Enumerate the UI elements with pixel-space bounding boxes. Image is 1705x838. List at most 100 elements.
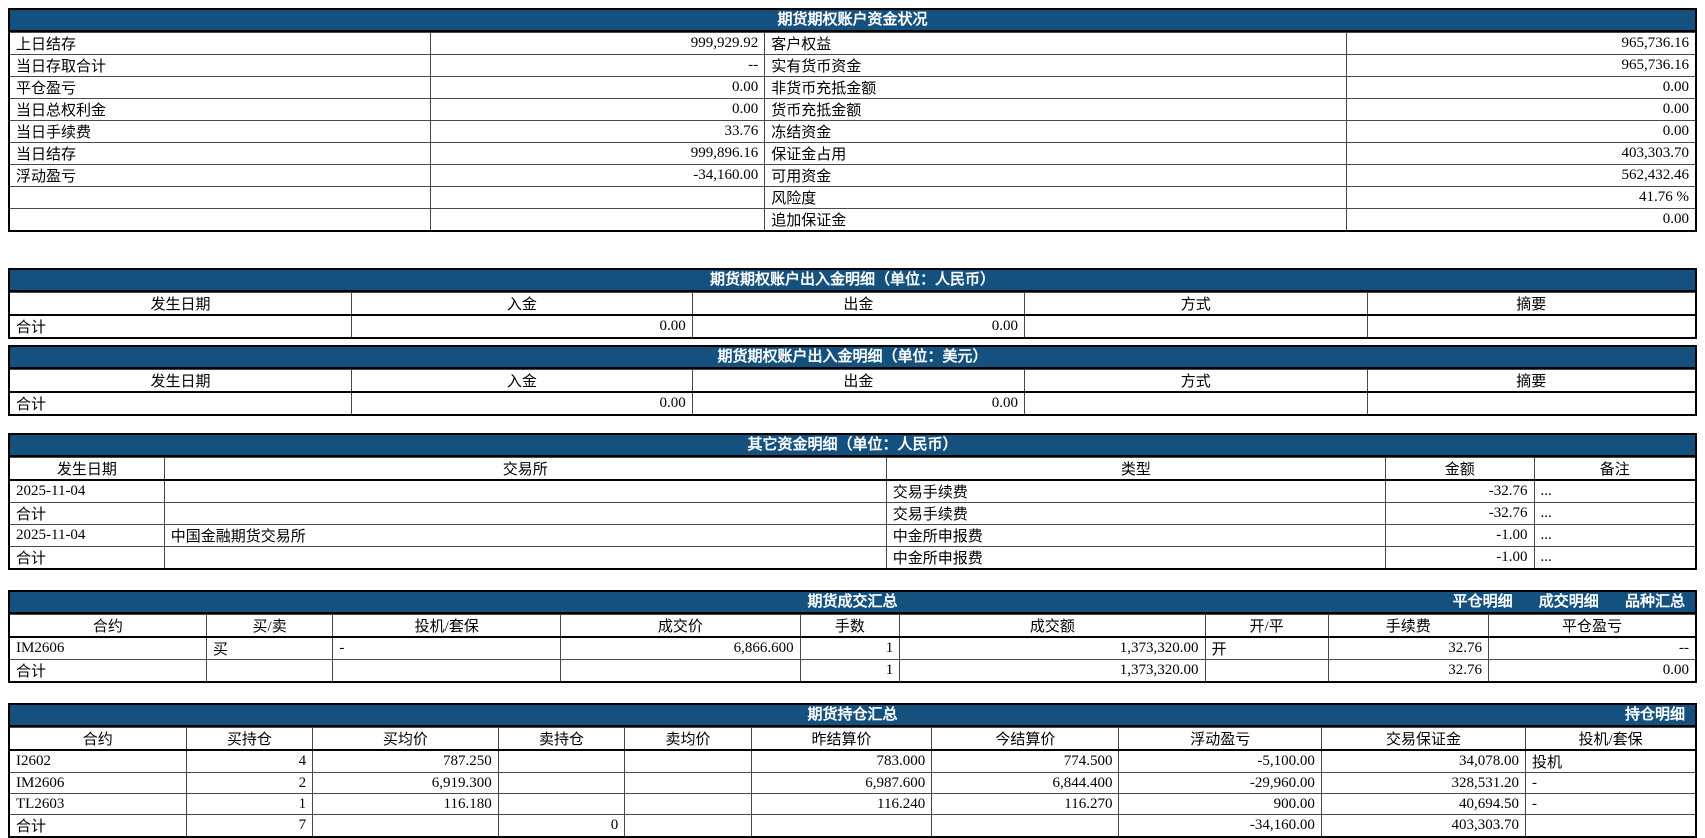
cell: 999,896.16 xyxy=(430,142,766,165)
close-position-detail-link[interactable]: 平仓明细 xyxy=(1452,593,1513,610)
cell: 中金所申报费 xyxy=(885,546,1387,570)
column-header: 投机/套保 xyxy=(332,614,562,638)
column-header: 开/平 xyxy=(1204,614,1329,638)
column-header: 合约 xyxy=(8,614,207,638)
cell: 风险度 xyxy=(764,186,1348,209)
cell xyxy=(1024,314,1368,339)
section-title: 其它资金明细（单位：人民币） xyxy=(747,436,958,453)
table-row: 合计 1 1,373,320.00 32.76 0.00 xyxy=(8,659,1697,683)
section-title: 期货期权账户出入金明细（单位：人民币） xyxy=(709,271,995,288)
cell: -34,160.00 xyxy=(430,164,766,187)
cell: 当日手续费 xyxy=(8,120,432,143)
table-row: 当日总权利金 0.00 货币充抵金额 0.00 xyxy=(8,98,1697,121)
table-row: 风险度 41.76 % xyxy=(8,186,1697,209)
cell: 平仓盈亏 xyxy=(8,76,432,99)
table-row: 追加保证金 0.00 xyxy=(8,208,1697,232)
cell xyxy=(1024,391,1368,416)
table-row: 平仓盈亏 0.00 非货币充抵金额 0.00 xyxy=(8,76,1697,99)
column-header: 浮动盈亏 xyxy=(1118,727,1322,751)
table-row: IM2606 2 6,919.300 6,987.600 6,844.400 -29,96… xyxy=(8,772,1697,794)
cell: 中国金融期货交易所 xyxy=(163,524,887,547)
fund-status-section: 期货期权账户资金状况 上日结存 999,929.92 客户权益 965,736.16 当… xyxy=(8,8,1697,232)
trade-summary-titlebar: 期货成交汇总 平仓明细 成交明细 品种汇总 xyxy=(8,590,1697,614)
cell: 783.000 xyxy=(750,749,933,773)
cash_flow_usd-table: 发生日期 入金 出金 方式 摘要 合计 0.00 0.00 xyxy=(8,369,1697,416)
cell: I2602 xyxy=(8,749,187,773)
cell: - xyxy=(1525,772,1697,794)
cell: ... xyxy=(1533,546,1697,570)
cash-flow-cny-titlebar: 期货期权账户出入金明细（单位：人民币） xyxy=(8,268,1697,292)
column-header: 投机/套保 xyxy=(1525,727,1697,751)
cell: 当日总权利金 xyxy=(8,98,432,121)
cell: - xyxy=(332,636,562,660)
cell: 客户权益 xyxy=(764,32,1348,55)
column-header: 交易所 xyxy=(163,457,887,481)
variety-summary-link[interactable]: 品种汇总 xyxy=(1624,593,1685,610)
cell: 1 xyxy=(185,793,314,815)
trade-detail-link[interactable]: 成交明细 xyxy=(1538,593,1599,610)
column-header: 入金 xyxy=(350,292,693,316)
cell: 当日结存 xyxy=(8,142,432,165)
titlebar-links: 持仓明细 xyxy=(1603,705,1685,725)
cell: 40,694.50 xyxy=(1320,793,1527,815)
section-title: 期货期权账户资金状况 xyxy=(777,11,928,28)
table-row: 合计 0.00 0.00 xyxy=(8,391,1697,416)
column-header: 今结算价 xyxy=(931,727,1120,751)
position_summary-table: 合约 买持仓 买均价 卖持仓 卖均价 昨结算价 今结算价 浮动盈亏 交易保证金 投机/套保 I260… xyxy=(8,727,1697,838)
cell: 追加保证金 xyxy=(764,208,1348,232)
cell: 4 xyxy=(185,749,314,773)
cell xyxy=(163,502,887,525)
cell: 900.00 xyxy=(1118,793,1322,815)
cell xyxy=(497,793,626,815)
cell: IM2606 xyxy=(8,636,207,660)
column-header: 买/卖 xyxy=(205,614,334,638)
cell: 合计 xyxy=(8,546,165,570)
cell: -32.76 xyxy=(1385,502,1535,525)
column-header: 发生日期 xyxy=(8,369,352,393)
cell: 7 xyxy=(185,814,314,838)
cell: 0.00 xyxy=(1346,208,1697,232)
cell: 合计 xyxy=(8,314,352,339)
column-header: 摘要 xyxy=(1366,292,1697,316)
cell: 合计 xyxy=(8,659,207,683)
header-row: 合约 买/卖 投机/套保 成交价 手数 成交额 开/平 手续费 平仓盈亏 xyxy=(8,614,1697,638)
cell: 交易手续费 xyxy=(885,502,1387,525)
cell: -5,100.00 xyxy=(1118,749,1322,773)
cell: 0.00 xyxy=(430,98,766,121)
column-header: 摘要 xyxy=(1366,369,1697,393)
cash-flow-usd-titlebar: 期货期权账户出入金明细（单位：美元） xyxy=(8,345,1697,369)
cell xyxy=(312,814,499,838)
section-title: 期货期权账户出入金明细（单位：美元） xyxy=(717,348,988,365)
cell: ... xyxy=(1533,479,1697,503)
cell xyxy=(624,793,752,815)
cell xyxy=(205,659,334,683)
column-header: 手数 xyxy=(799,614,901,638)
cell: 41.76 % xyxy=(1346,186,1697,209)
cell: 33.76 xyxy=(430,120,766,143)
cell xyxy=(430,208,766,232)
column-header: 买均价 xyxy=(312,727,499,751)
cell: 6,866.600 xyxy=(560,636,801,660)
position-summary-titlebar: 期货持仓汇总 持仓明细 xyxy=(8,703,1697,727)
other-funds-section: 其它资金明细（单位：人民币） 发生日期 交易所 类型 金额 备注 2025-11-04 交易… xyxy=(8,433,1697,570)
cell: - xyxy=(1525,793,1697,815)
cell: 买 xyxy=(205,636,334,660)
table-row: 合计 交易手续费 -32.76... xyxy=(8,502,1697,525)
cell: 上日结存 xyxy=(8,32,432,55)
cell xyxy=(624,772,752,794)
column-header: 出金 xyxy=(691,292,1026,316)
cell: 实有货币资金 xyxy=(764,54,1348,77)
cell: 0 xyxy=(497,814,626,838)
cell: 交易手续费 xyxy=(885,479,1387,503)
table-row: IM2606 买 -6,866.600 1 1,373,320.00 开 32.76 -- xyxy=(8,636,1697,660)
cell: -34,160.00 xyxy=(1118,814,1322,838)
cell: 1,373,320.00 xyxy=(899,636,1206,660)
cell: 货币充抵金额 xyxy=(764,98,1348,121)
cash-flow-usd-section: 期货期权账户出入金明细（单位：美元） 发生日期 入金 出金 方式 摘要 合计 0.00 0.0… xyxy=(8,345,1697,416)
cell xyxy=(750,814,933,838)
table-row: 合计 中金所申报费 -1.00... xyxy=(8,546,1697,570)
column-header: 金额 xyxy=(1385,457,1535,481)
cell xyxy=(163,546,887,570)
position-detail-link[interactable]: 持仓明细 xyxy=(1624,706,1685,723)
cell: 0.00 xyxy=(1346,98,1697,121)
